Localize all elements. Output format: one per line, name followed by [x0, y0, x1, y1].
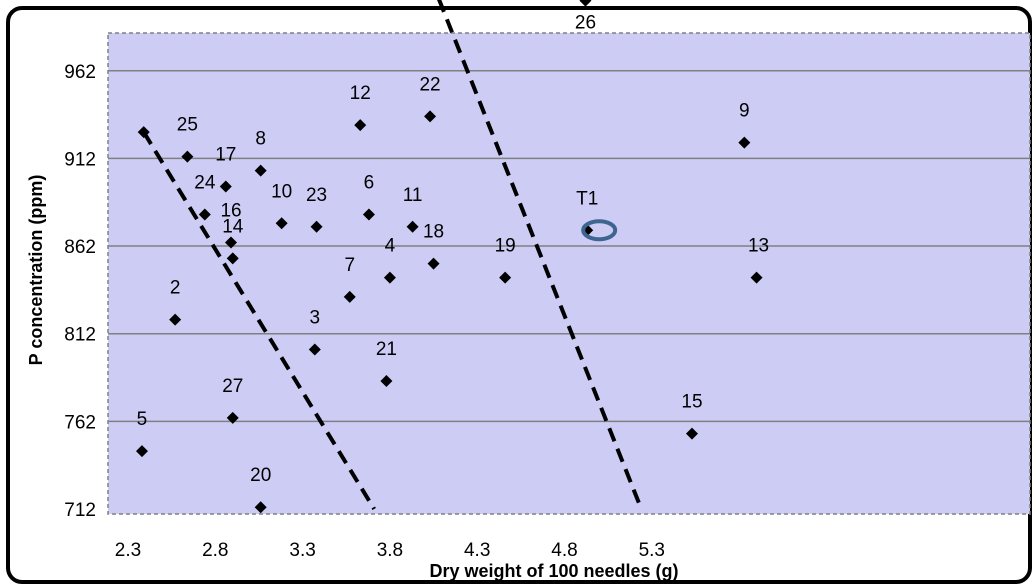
- data-point-marker: [499, 271, 512, 284]
- point-label: 27: [222, 376, 243, 397]
- point-label: 9: [739, 101, 750, 122]
- y-tick-label: 812: [64, 325, 96, 346]
- point-label: 16: [220, 201, 241, 222]
- data-point-marker: [198, 208, 211, 221]
- data-point-marker: [181, 150, 194, 163]
- data-point-marker: [685, 427, 698, 440]
- point-label: 25: [177, 115, 198, 136]
- data-point-marker: [226, 411, 239, 424]
- x-tick-label: 3.8: [377, 540, 403, 561]
- data-point-marker: [275, 217, 288, 230]
- point-label: 12: [350, 83, 371, 104]
- data-point-marker: [254, 501, 267, 514]
- x-tick-label: 4.8: [551, 540, 577, 561]
- y-tick-labels: 712 762 812 862 912 962: [64, 62, 96, 521]
- point-label: 10: [271, 181, 292, 202]
- point-label: T1: [576, 188, 598, 209]
- y-tick-label: 762: [64, 412, 96, 433]
- point-label: 21: [376, 339, 397, 360]
- y-tick-label: 912: [64, 149, 96, 170]
- point-label: 17: [215, 144, 236, 165]
- data-point-marker: [424, 110, 437, 123]
- dashed-boundary-lines: [142, 0, 644, 511]
- data-point-marker: [343, 290, 356, 303]
- data-point-marker: [406, 220, 419, 233]
- dashed-line: [437, 0, 644, 510]
- point-label: 5: [137, 409, 148, 430]
- point-label: 7: [344, 255, 355, 276]
- data-point-marker: [750, 271, 763, 284]
- x-tick-label: 5.3: [639, 540, 665, 561]
- dashed-line: [142, 131, 376, 511]
- data-point-marker: [579, 0, 592, 7]
- point-label: 2: [170, 278, 181, 299]
- point-label: 6: [364, 172, 375, 193]
- data-point-marker: [738, 136, 751, 149]
- data-point-marker: [169, 313, 182, 326]
- point-label: 8: [255, 129, 266, 150]
- data-point-marker: [135, 445, 148, 458]
- data-point-marker: [225, 236, 238, 249]
- point-label: 14: [222, 216, 244, 237]
- y-axis-title: P concentration (ppm): [26, 175, 46, 366]
- x-tick-label: 2.8: [202, 540, 228, 561]
- point-label: 13: [748, 236, 769, 257]
- x-tick-label: 3.3: [289, 540, 315, 561]
- data-points: [135, 0, 763, 514]
- point-label: 18: [423, 222, 444, 243]
- point-label: 19: [495, 236, 516, 257]
- point-label: 26: [575, 13, 596, 34]
- data-point-marker: [226, 252, 239, 265]
- data-point-marker: [310, 220, 323, 233]
- point-label: 20: [250, 465, 271, 486]
- point-label: 24: [194, 172, 216, 193]
- data-point-marker: [354, 119, 367, 132]
- highlight-circle: [581, 219, 618, 242]
- point-label: 15: [681, 392, 702, 413]
- point-label: 3: [310, 307, 321, 328]
- x-tick-label: 4.3: [464, 540, 490, 561]
- data-point-marker: [137, 126, 150, 139]
- plot-area: [107, 32, 1031, 515]
- point-label: 4: [385, 236, 396, 257]
- data-point-marker: [254, 164, 267, 177]
- y-tick-label: 862: [64, 237, 96, 258]
- data-point-marker: [219, 180, 232, 193]
- point-label: 11: [403, 185, 423, 206]
- data-point-marker: [362, 208, 375, 221]
- point-label: 23: [306, 185, 327, 206]
- x-axis-title: Dry weight of 100 needles (g): [429, 561, 678, 581]
- data-point-marker: [308, 343, 321, 356]
- point-label: 22: [419, 74, 440, 95]
- y-tick-label: 712: [64, 500, 96, 521]
- x-tick-label: 2.3: [115, 540, 141, 561]
- x-tick-labels: 2.3 2.8 3.3 3.8 4.3 4.8 5.3: [115, 540, 665, 561]
- data-point-marker: [380, 375, 393, 388]
- data-point-marker: [427, 257, 440, 270]
- data-point-marker: [383, 271, 396, 284]
- gridlines: [108, 70, 1030, 423]
- y-tick-label: 962: [64, 62, 96, 83]
